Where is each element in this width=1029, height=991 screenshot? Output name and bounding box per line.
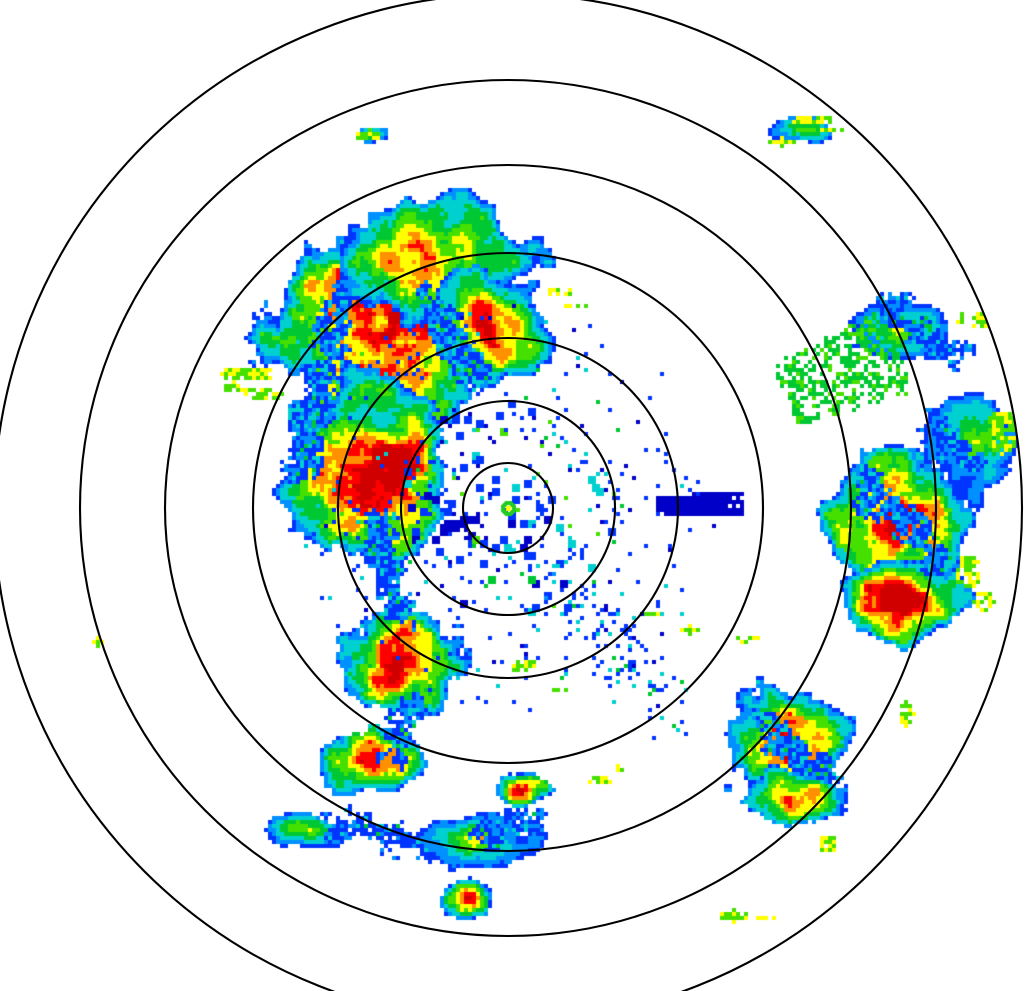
radar-reflectivity-canvas: [0, 0, 1029, 991]
radar-ppi-display: [0, 0, 1029, 991]
